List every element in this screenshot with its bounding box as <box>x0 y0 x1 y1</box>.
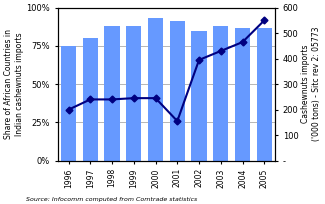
Bar <box>191 31 207 161</box>
Bar <box>148 18 163 161</box>
Bar <box>61 46 76 161</box>
Bar <box>213 26 228 161</box>
Bar <box>104 26 120 161</box>
Bar <box>235 28 250 161</box>
Y-axis label: Share of African Countries in
Indian cashewnuts imports: Share of African Countries in Indian cas… <box>4 29 24 139</box>
Y-axis label: Cashewnuts imports
('000 tons) - Sitc rev 2: 05773: Cashewnuts imports ('000 tons) - Sitc re… <box>301 27 321 141</box>
Text: Source: Infocomm computed from Comtrade statistics: Source: Infocomm computed from Comtrade … <box>26 197 197 202</box>
Bar <box>126 26 141 161</box>
Bar <box>170 21 185 161</box>
Bar <box>83 38 98 161</box>
Bar <box>257 28 272 161</box>
